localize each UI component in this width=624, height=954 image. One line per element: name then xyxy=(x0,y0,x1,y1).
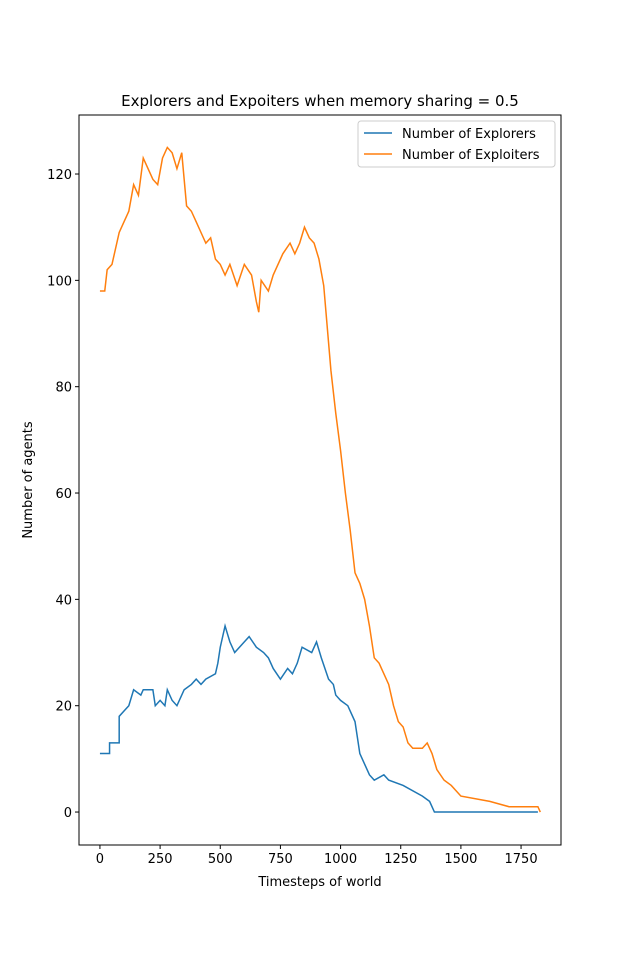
x-tick-label: 1500 xyxy=(444,852,477,867)
y-axis-label: Number of agents xyxy=(21,421,36,539)
plot-frame xyxy=(78,114,562,846)
x-axis-label: Timesteps of world xyxy=(257,875,381,890)
y-tick-label: 60 xyxy=(55,487,72,502)
x-tick-label: 250 xyxy=(148,852,173,867)
legend-label: Number of Explorers xyxy=(402,127,536,142)
y-tick-label: 40 xyxy=(55,593,72,608)
series-line xyxy=(99,623,538,813)
chart-title: Explorers and Expoiters when memory shar… xyxy=(121,92,519,110)
x-tick-label: 750 xyxy=(268,852,293,867)
y-tick-label: 120 xyxy=(47,168,72,183)
y-tick-label: 80 xyxy=(55,381,72,396)
x-tick-label: 1000 xyxy=(324,852,357,867)
x-tick-label: 0 xyxy=(96,852,104,867)
x-tick-label: 500 xyxy=(208,852,233,867)
y-tick-label: 0 xyxy=(64,806,72,821)
legend-label: Number of Exploiters xyxy=(402,148,540,163)
x-tick-label: 1250 xyxy=(384,852,417,867)
series-line xyxy=(99,146,541,813)
legend-box xyxy=(357,120,556,168)
y-tick-label: 100 xyxy=(47,274,72,289)
y-tick-label: 20 xyxy=(55,700,72,715)
x-tick-label: 1750 xyxy=(505,852,538,867)
